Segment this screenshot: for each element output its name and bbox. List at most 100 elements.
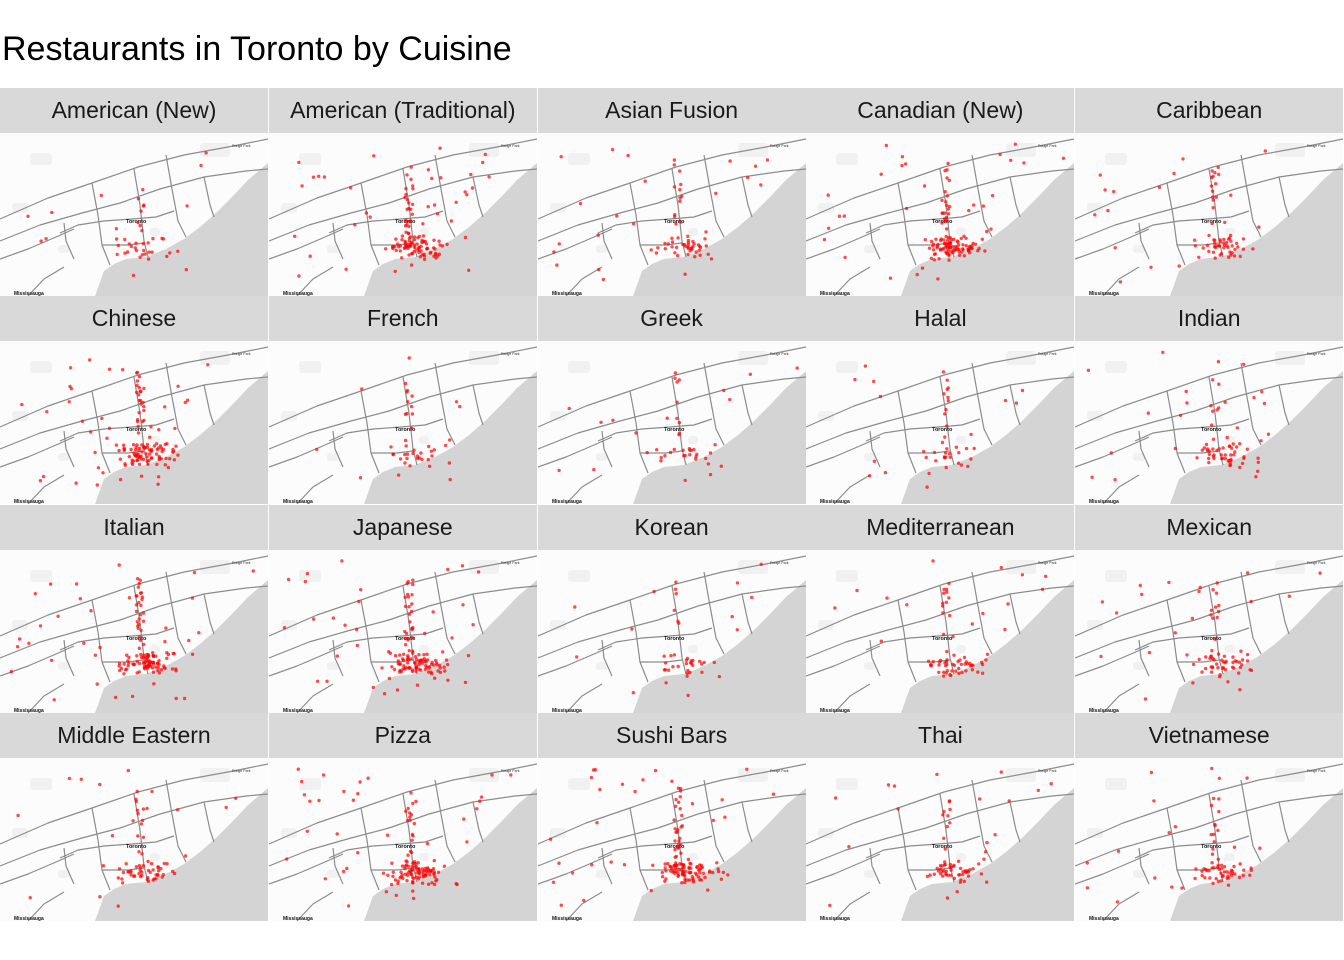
restaurant-point bbox=[556, 469, 561, 473]
restaurant-point bbox=[136, 624, 140, 628]
restaurant-point bbox=[985, 841, 990, 845]
west-label: Mississauga bbox=[1089, 708, 1119, 713]
restaurant-point bbox=[1194, 867, 1198, 871]
restaurant-point bbox=[408, 243, 412, 247]
restaurant-point bbox=[39, 239, 43, 243]
restaurant-point bbox=[176, 384, 180, 389]
restaurant-point bbox=[673, 587, 677, 591]
restaurant-point bbox=[78, 596, 83, 601]
restaurant-point bbox=[15, 644, 20, 649]
west-label: Mississauga bbox=[283, 708, 313, 713]
restaurant-point bbox=[699, 878, 703, 882]
restaurant-point bbox=[574, 654, 578, 659]
restaurant-point bbox=[74, 481, 78, 486]
restaurant-point bbox=[694, 250, 698, 254]
restaurant-point bbox=[680, 448, 685, 453]
restaurant-point bbox=[417, 456, 421, 461]
restaurant-point bbox=[949, 240, 953, 245]
restaurant-point bbox=[409, 850, 413, 855]
restaurant-point bbox=[985, 880, 989, 884]
restaurant-point bbox=[437, 239, 441, 243]
restaurant-point bbox=[135, 659, 139, 663]
restaurant-point bbox=[404, 187, 408, 191]
restaurant-point bbox=[671, 818, 676, 822]
restaurant-point bbox=[134, 248, 139, 253]
restaurant-point bbox=[358, 587, 363, 592]
restaurant-point bbox=[1093, 213, 1097, 217]
restaurant-point bbox=[127, 595, 132, 600]
facet-strip-label: French bbox=[268, 296, 537, 342]
facet-strip-label: Greek bbox=[537, 296, 806, 342]
restaurant-point bbox=[135, 808, 140, 813]
restaurant-point bbox=[136, 834, 140, 838]
restaurant-point bbox=[49, 658, 54, 662]
restaurant-point bbox=[311, 617, 316, 621]
restaurant-point bbox=[1062, 156, 1066, 160]
west-label: Mississauga bbox=[1089, 291, 1119, 296]
restaurant-point bbox=[121, 443, 126, 448]
restaurant-point bbox=[406, 201, 411, 205]
toronto-map: Toronto Mississauga Rouge Park bbox=[806, 549, 1075, 713]
park-label: Rouge Park bbox=[770, 352, 789, 356]
city-label: Toronto bbox=[126, 636, 147, 642]
restaurant-point bbox=[676, 786, 680, 791]
restaurant-point bbox=[315, 679, 320, 683]
restaurant-point bbox=[400, 238, 404, 242]
restaurant-point bbox=[853, 378, 857, 382]
restaurant-point bbox=[403, 218, 408, 222]
restaurant-point bbox=[160, 450, 164, 454]
restaurant-point bbox=[683, 869, 687, 874]
restaurant-point bbox=[174, 667, 178, 671]
restaurant-point bbox=[1223, 453, 1228, 458]
city-label: Toronto bbox=[395, 427, 416, 433]
restaurant-point bbox=[1214, 877, 1219, 881]
facet-strip-label: Mexican bbox=[1075, 504, 1344, 550]
restaurant-point bbox=[1153, 876, 1157, 880]
restaurant-point bbox=[1223, 400, 1228, 405]
restaurant-point bbox=[972, 447, 977, 451]
restaurant-point bbox=[948, 821, 952, 825]
restaurant-point bbox=[964, 244, 969, 248]
plot-title: Restaurants in Toronto by Cuisine bbox=[2, 30, 512, 68]
restaurant-point bbox=[406, 231, 410, 235]
restaurant-point bbox=[864, 364, 868, 369]
restaurant-point bbox=[948, 455, 953, 460]
restaurant-point bbox=[156, 475, 161, 479]
restaurant-point bbox=[937, 257, 942, 261]
restaurant-point bbox=[1242, 455, 1246, 459]
restaurant-point bbox=[1195, 456, 1199, 460]
restaurant-point bbox=[758, 183, 763, 187]
restaurant-point bbox=[960, 250, 964, 254]
restaurant-point bbox=[689, 449, 693, 453]
restaurant-point bbox=[625, 153, 630, 158]
restaurant-point bbox=[139, 822, 144, 826]
restaurant-point bbox=[411, 896, 416, 901]
restaurant-point bbox=[966, 465, 970, 469]
west-label: Mississauga bbox=[552, 291, 582, 296]
city-label: Toronto bbox=[1201, 427, 1222, 433]
restaurant-point bbox=[679, 881, 684, 885]
restaurant-point bbox=[28, 896, 32, 900]
restaurant-point bbox=[406, 806, 410, 811]
restaurant-point bbox=[614, 214, 619, 218]
restaurant-points bbox=[1093, 149, 1268, 284]
restaurant-point bbox=[620, 782, 624, 787]
restaurant-point bbox=[945, 378, 950, 383]
restaurant-point bbox=[156, 482, 160, 487]
restaurant-point bbox=[395, 688, 399, 692]
restaurant-point bbox=[184, 267, 188, 272]
facet-panel: Mediterranean Toronto Mississauga Rouge Par… bbox=[806, 504, 1075, 713]
restaurant-point bbox=[335, 654, 339, 658]
west-label: Mississauga bbox=[820, 916, 850, 921]
restaurant-point bbox=[969, 457, 973, 462]
restaurant-point bbox=[698, 866, 703, 870]
restaurant-point bbox=[410, 626, 414, 631]
restaurant-point bbox=[48, 582, 53, 586]
restaurant-point bbox=[1181, 157, 1185, 161]
restaurant-point bbox=[292, 234, 297, 238]
restaurant-point bbox=[476, 570, 481, 574]
restaurant-point bbox=[430, 454, 434, 458]
restaurant-point bbox=[1219, 871, 1223, 876]
restaurant-point bbox=[589, 863, 594, 867]
restaurant-point bbox=[1211, 587, 1215, 592]
